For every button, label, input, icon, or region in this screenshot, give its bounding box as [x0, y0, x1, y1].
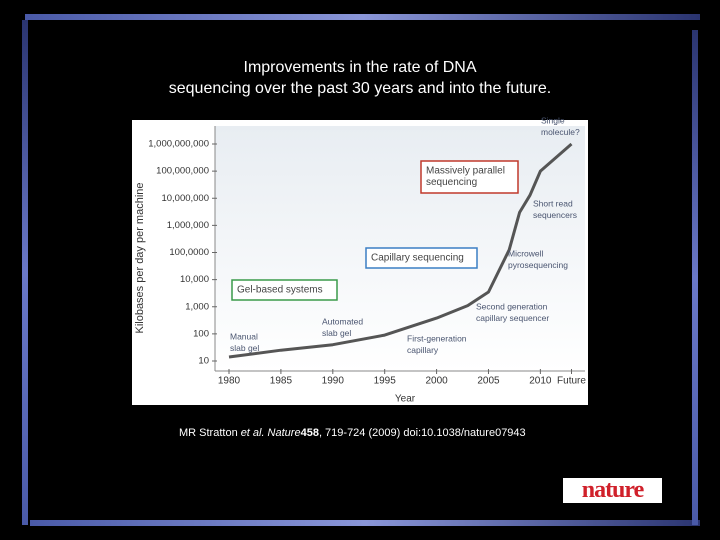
annotation: First-generation — [407, 333, 467, 343]
citation-text: Nature — [267, 427, 301, 439]
annotation: Massively parallel — [426, 166, 505, 177]
annotation: Microwell — [508, 248, 544, 258]
y-tick-label: 1,000 — [185, 301, 209, 312]
citation-text: et al. — [240, 427, 265, 439]
x-tick-label: 1980 — [218, 376, 241, 387]
annotation: Automated — [322, 316, 363, 326]
citation-text: , 719-724 (2009) doi:10.1038/nature07943 — [318, 427, 526, 439]
annotation: slab gel — [230, 343, 259, 353]
annotation: Gel-based systems — [237, 285, 323, 296]
annotation: pyrosequencing — [508, 260, 568, 270]
x-tick-label: 1990 — [322, 376, 345, 387]
x-tick-label: 1985 — [270, 376, 293, 387]
frame-bar — [22, 20, 28, 525]
annotation: Capillary sequencing — [371, 253, 464, 264]
annotation: capillary — [407, 345, 439, 355]
y-tick-label: 10 — [198, 356, 209, 367]
y-tick-label: 1,000,000,000 — [148, 139, 209, 150]
title-line: sequencing over the past 30 years and in… — [168, 80, 552, 97]
nature-logo: nature — [563, 478, 662, 503]
annotation: slab gel — [322, 328, 351, 338]
citation-text: 458 — [300, 427, 319, 439]
annotation-box — [420, 160, 519, 194]
y-tick-label: 100,0000 — [169, 247, 209, 258]
annotation: Short read — [533, 198, 573, 208]
annotation-box — [231, 279, 338, 301]
x-tick-label: 1995 — [374, 376, 397, 387]
y-tick-label: 100,000,000 — [156, 166, 209, 177]
title-line: Improvements in the rate of DNA — [243, 59, 477, 76]
annotation: capillary sequencer — [476, 313, 549, 323]
frame-bar — [30, 520, 700, 526]
annotation: Single — [541, 115, 565, 125]
y-axis-label: Kilobases per day per machine — [134, 182, 146, 333]
annotation: molecule? — [541, 127, 580, 137]
frame-bar — [25, 14, 700, 20]
x-tick-label: 2005 — [477, 376, 500, 387]
annotation: Manual — [230, 331, 258, 341]
y-tick-label: 10,000 — [180, 274, 209, 285]
annotation: sequencing — [426, 177, 477, 188]
annotation: Second generation — [476, 301, 548, 311]
x-tick-label: 2010 — [529, 376, 552, 387]
y-tick-label: 100 — [193, 328, 209, 339]
data-line — [228, 142, 573, 359]
x-tick-label: 2000 — [425, 376, 448, 387]
citation: MR Stratton et al. Nature458, 719-724 (200… — [179, 427, 529, 439]
frame-bar — [692, 30, 698, 525]
x-tick-label: Future — [557, 376, 586, 387]
annotation: sequencers — [533, 210, 577, 220]
annotation-box — [365, 247, 478, 269]
citation-text: MR Stratton — [179, 427, 238, 439]
y-tick-label: 10,000,000 — [161, 193, 209, 204]
y-tick-label: 1,000,000 — [167, 220, 209, 231]
slide-title: Improvements in the rate of DNA sequenci… — [0, 57, 720, 99]
x-axis-label: Year — [395, 394, 416, 405]
